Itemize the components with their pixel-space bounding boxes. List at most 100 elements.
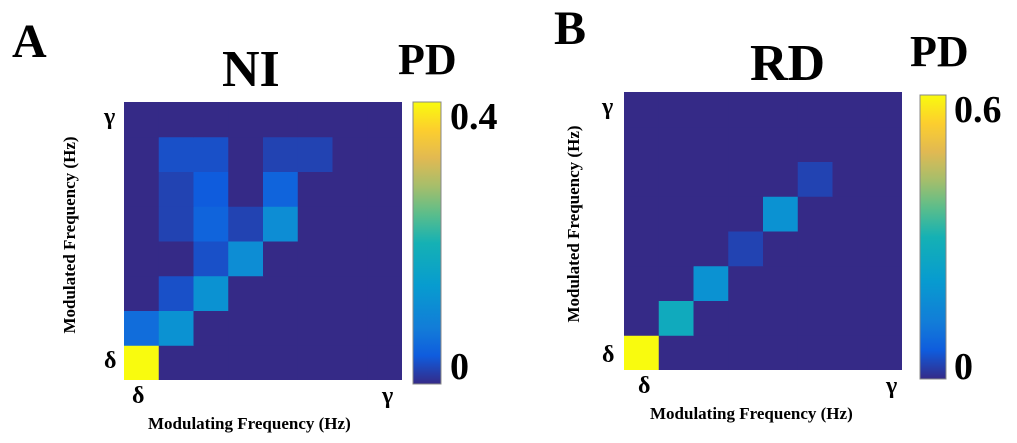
heatmap-cell-b-r7-c5 <box>797 92 833 128</box>
heatmap-cell-a-r6-c5 <box>297 136 333 172</box>
heatmap-cell-a-r1-c0 <box>124 310 160 346</box>
heatmap-cell-a-r6-c6 <box>332 136 368 172</box>
heatmap-cell-b-r6-c2 <box>693 126 729 162</box>
heatmap-cell-b-r7-c3 <box>728 92 764 128</box>
heatmap-cell-a-r6-c3 <box>228 136 264 172</box>
heatmap-cell-a-r6-c7 <box>367 136 402 172</box>
heatmap-cell-b-r6-c4 <box>763 126 799 162</box>
heatmap-cell-a-r3-c6 <box>332 241 368 277</box>
heatmap-cell-b-r1-c3 <box>728 300 764 336</box>
heatmap-cell-a-r5-c3 <box>228 171 264 207</box>
heatmap-cell-b-r1-c4 <box>763 300 799 336</box>
heatmap-cell-b-r5-c7 <box>867 161 902 197</box>
y-tick-top-a: γ <box>104 104 116 130</box>
heatmap-cell-a-r0-c5 <box>297 345 333 380</box>
heatmap-cell-b-r1-c7 <box>867 300 902 336</box>
heatmap-cell-b-r2-c0 <box>624 265 660 301</box>
x-tick-left-a: δ <box>132 383 145 409</box>
x-tick-right-a: γ <box>382 383 394 409</box>
heatmap-cell-b-r3-c1 <box>658 231 694 267</box>
heatmap-cell-a-r1-c4 <box>263 310 299 346</box>
heatmap-cell-a-r2-c7 <box>367 275 402 311</box>
heatmap-cell-a-r6-c1 <box>158 136 194 172</box>
heatmap-cell-a-r7-c0 <box>124 102 160 138</box>
heatmap-cell-b-r2-c2 <box>693 265 729 301</box>
heatmap-cell-b-r7-c7 <box>867 92 902 128</box>
heatmap-cell-b-r7-c2 <box>693 92 729 128</box>
heatmap-cell-a-r3-c1 <box>158 241 194 277</box>
heatmap-cell-a-r7-c7 <box>367 102 402 138</box>
heatmap-cell-b-r3-c5 <box>797 231 833 267</box>
panel-b: B RD PD Modulated Frequency (Hz) γ δ δ γ… <box>510 0 1017 443</box>
heatmap-cell-a-r3-c5 <box>297 241 333 277</box>
heatmap-cell-b-r3-c6 <box>832 231 868 267</box>
heatmap-cell-b-r5-c6 <box>832 161 868 197</box>
heatmap-cell-a-r5-c7 <box>367 171 402 207</box>
y-axis-label-a: Modulated Frequency (Hz) <box>60 136 79 334</box>
heatmap-cell-b-r3-c0 <box>624 231 660 267</box>
y-tick-top-b: γ <box>602 94 614 120</box>
heatmap-cell-a-r4-c2 <box>193 206 229 242</box>
heatmap-cell-a-r0-c6 <box>332 345 368 380</box>
heatmap-cell-a-r5-c2 <box>193 171 229 207</box>
x-tick-right-b: γ <box>886 373 898 399</box>
heatmap-cell-a-r0-c2 <box>193 345 229 380</box>
y-tick-bottom-a: δ <box>104 348 117 374</box>
heatmap-cell-a-r0-c7 <box>367 345 402 380</box>
colorbar-min-a: 0 <box>450 346 469 388</box>
heatmap-cell-a-r7-c1 <box>158 102 194 138</box>
heatmap-cell-b-r1-c2 <box>693 300 729 336</box>
heatmap-cell-b-r6-c3 <box>728 126 764 162</box>
heatmap-cell-a-r7-c5 <box>297 102 333 138</box>
heatmap-cell-b-r5-c3 <box>728 161 764 197</box>
heatmap-cell-b-r0-c3 <box>728 335 764 370</box>
heatmap-cell-a-r0-c3 <box>228 345 264 380</box>
heatmap-cell-b-r2-c1 <box>658 265 694 301</box>
panel-letter-a: A <box>12 15 47 68</box>
heatmap-cell-b-r2-c5 <box>797 265 833 301</box>
heatmap-cell-a-r2-c2 <box>193 275 229 311</box>
heatmap-cell-a-r5-c0 <box>124 171 160 207</box>
y-tick-bottom-b: δ <box>602 342 615 368</box>
heatmap-cell-b-r1-c0 <box>624 300 660 336</box>
heatmap-cell-a-r6-c2 <box>193 136 229 172</box>
heatmap-cell-b-r2-c7 <box>867 265 902 301</box>
heatmap-cell-a-r4-c4 <box>263 206 299 242</box>
x-tick-left-b: δ <box>638 373 651 399</box>
heatmap-cell-b-r3-c2 <box>693 231 729 267</box>
heatmap-cell-b-r2-c6 <box>832 265 868 301</box>
heatmap-cell-a-r5-c1 <box>158 171 194 207</box>
heatmap-svg-a <box>124 102 402 380</box>
heatmap-cell-a-r5-c5 <box>297 171 333 207</box>
heatmap-cell-a-r3-c3 <box>228 241 264 277</box>
heatmap-cell-b-r7-c6 <box>832 92 868 128</box>
heatmap-cell-b-r0-c1 <box>658 335 694 370</box>
heatmap-cell-a-r4-c7 <box>367 206 402 242</box>
colorbar-max-b: 0.6 <box>954 89 1002 131</box>
heatmap-cell-b-r4-c4 <box>763 196 799 232</box>
heatmap-cell-a-r0-c4 <box>263 345 299 380</box>
heatmap-cell-a-r3-c2 <box>193 241 229 277</box>
heatmap-cell-b-r1-c6 <box>832 300 868 336</box>
heatmap-cell-b-r4-c7 <box>867 196 902 232</box>
heatmap-cell-a-r1-c3 <box>228 310 264 346</box>
heatmap-a <box>124 102 402 380</box>
heatmap-cell-a-r4-c3 <box>228 206 264 242</box>
heatmap-cell-a-r2-c3 <box>228 275 264 311</box>
heatmap-cell-a-r2-c4 <box>263 275 299 311</box>
heatmap-cell-b-r4-c6 <box>832 196 868 232</box>
colorbar-label-b: PD <box>910 27 969 76</box>
heatmap-cell-b-r4-c5 <box>797 196 833 232</box>
heatmap-cell-a-r3-c4 <box>263 241 299 277</box>
colorbar-max-a: 0.4 <box>450 96 498 138</box>
heatmap-cell-a-r6-c0 <box>124 136 160 172</box>
heatmap-cell-b-r0-c7 <box>867 335 902 370</box>
chart-title-b: RD <box>750 35 826 92</box>
heatmap-cell-a-r5-c4 <box>263 171 299 207</box>
heatmap-cell-b-r5-c1 <box>658 161 694 197</box>
heatmap-cell-b-r5-c5 <box>797 161 833 197</box>
heatmap-cell-a-r7-c6 <box>332 102 368 138</box>
heatmap-cell-b-r0-c5 <box>797 335 833 370</box>
heatmap-cell-a-r4-c0 <box>124 206 160 242</box>
x-axis-label-b: Modulating Frequency (Hz) <box>650 404 853 423</box>
